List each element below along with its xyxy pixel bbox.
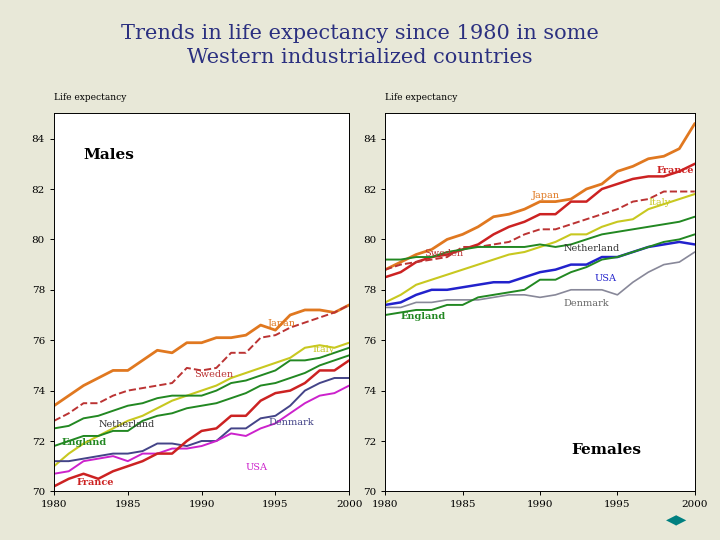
Text: France: France <box>656 166 693 174</box>
Text: Netherland: Netherland <box>563 244 619 253</box>
Text: Italy: Italy <box>649 198 670 207</box>
Text: Life expectancy: Life expectancy <box>385 93 458 102</box>
Text: Denmark: Denmark <box>563 299 609 308</box>
Text: USA: USA <box>594 274 616 283</box>
Text: France: France <box>76 478 114 487</box>
Text: Japan: Japan <box>532 191 560 200</box>
Text: Trends in life expectancy since 1980 in some
Western industrialized countries: Trends in life expectancy since 1980 in … <box>121 24 599 67</box>
Text: England: England <box>61 438 107 447</box>
Text: Males: Males <box>84 148 135 162</box>
Text: Sweden: Sweden <box>194 370 233 379</box>
Text: Sweden: Sweden <box>424 249 463 258</box>
Text: Italy: Italy <box>312 345 335 354</box>
Text: Japan: Japan <box>268 319 296 328</box>
Text: Netherland: Netherland <box>98 420 155 429</box>
Text: Denmark: Denmark <box>268 417 314 427</box>
Text: Females: Females <box>571 443 641 457</box>
Text: England: England <box>401 312 446 321</box>
Text: USA: USA <box>246 463 268 472</box>
Text: Life expectancy: Life expectancy <box>54 93 127 102</box>
Text: ◀▶: ◀▶ <box>666 512 688 526</box>
